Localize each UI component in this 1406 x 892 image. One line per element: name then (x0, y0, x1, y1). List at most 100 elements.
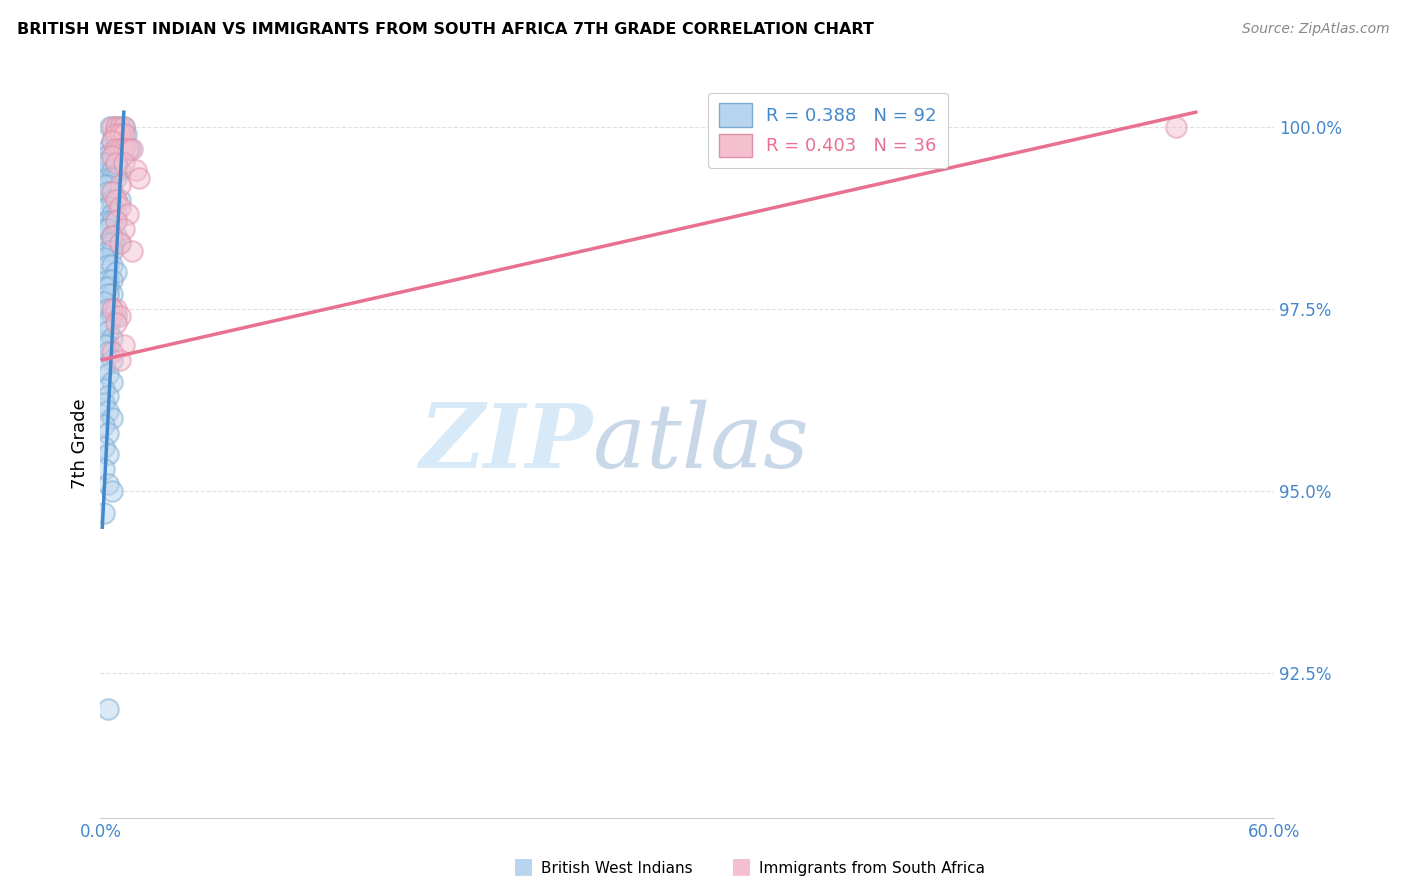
Point (97, 258, 120, 272)
Point (107, 127, 129, 141)
Point (108, 200, 131, 214)
Point (101, 331, 124, 345)
Point (97, 287, 120, 301)
Point (103, 127, 125, 141)
Point (97, 221, 120, 235)
Point (111, 134, 134, 148)
Point (105, 142, 128, 156)
Point (124, 163, 146, 178)
Point (97, 149, 120, 163)
Point (114, 127, 136, 141)
Point (101, 236, 124, 251)
Text: ■: ■ (513, 856, 534, 876)
Point (108, 120, 131, 134)
Point (101, 345, 124, 359)
Point (112, 221, 135, 235)
Text: Immigrants from South Africa: Immigrants from South Africa (759, 861, 986, 876)
Point (93, 382, 115, 396)
Point (93, 280, 115, 294)
Point (101, 375, 124, 389)
Point (97, 301, 120, 316)
Point (101, 214, 124, 228)
Point (93, 462, 115, 476)
Point (105, 309, 128, 323)
Point (105, 120, 128, 134)
Point (97, 178, 120, 192)
Point (108, 309, 131, 323)
Point (112, 142, 135, 156)
Point (97, 200, 120, 214)
Point (101, 301, 124, 316)
Point (108, 193, 131, 207)
Point (112, 156, 135, 170)
Point (101, 309, 124, 323)
Point (105, 134, 128, 148)
Point (101, 483, 124, 498)
Point (93, 156, 115, 170)
Point (101, 352, 124, 367)
Point (108, 142, 131, 156)
Point (101, 170, 124, 185)
Point (105, 170, 128, 185)
Point (105, 265, 128, 279)
Point (112, 142, 135, 156)
Point (108, 127, 131, 141)
Point (101, 258, 124, 272)
Point (97, 702, 120, 716)
Point (108, 236, 131, 251)
Point (93, 294, 115, 309)
Point (101, 207, 124, 221)
Point (105, 301, 128, 316)
Point (108, 352, 131, 367)
Point (97, 186, 120, 200)
Point (97, 389, 120, 403)
Point (105, 156, 128, 170)
Point (93, 359, 115, 374)
Y-axis label: 7th Grade: 7th Grade (72, 398, 89, 489)
Point (105, 120, 128, 134)
Point (101, 149, 124, 163)
Point (121, 244, 143, 258)
Point (97, 345, 120, 359)
Point (93, 506, 115, 520)
Point (101, 301, 124, 316)
Point (108, 178, 131, 192)
Point (108, 120, 131, 134)
Point (118, 142, 141, 156)
Point (101, 120, 124, 134)
Text: BRITISH WEST INDIAN VS IMMIGRANTS FROM SOUTH AFRICA 7TH GRADE CORRELATION CHART: BRITISH WEST INDIAN VS IMMIGRANTS FROM S… (17, 22, 873, 37)
Text: ■: ■ (731, 856, 752, 876)
Point (97, 156, 120, 170)
Point (97, 324, 120, 338)
Legend: R = 0.388   N = 92, R = 0.403   N = 36: R = 0.388 N = 92, R = 0.403 N = 36 (709, 93, 948, 168)
Point (101, 229, 124, 244)
Text: atlas: atlas (593, 400, 808, 487)
Point (117, 207, 139, 221)
Point (105, 207, 128, 221)
Point (97, 425, 120, 440)
Text: ZIP: ZIP (420, 401, 593, 487)
Point (105, 214, 128, 228)
Point (97, 142, 120, 156)
Point (101, 244, 124, 258)
Point (101, 134, 124, 148)
Point (105, 156, 128, 170)
Point (103, 142, 125, 156)
Point (97, 317, 120, 331)
Point (112, 338, 135, 352)
Point (105, 127, 128, 141)
Point (101, 193, 124, 207)
Point (98, 120, 121, 134)
Point (108, 236, 131, 251)
Point (112, 120, 135, 134)
Point (97, 273, 120, 287)
Point (93, 221, 115, 235)
Point (97, 170, 120, 185)
Point (101, 273, 124, 287)
Point (93, 396, 115, 410)
Point (93, 418, 115, 433)
Point (101, 200, 124, 214)
Text: Source: ZipAtlas.com: Source: ZipAtlas.com (1241, 22, 1389, 37)
Point (101, 287, 124, 301)
Point (93, 338, 115, 352)
